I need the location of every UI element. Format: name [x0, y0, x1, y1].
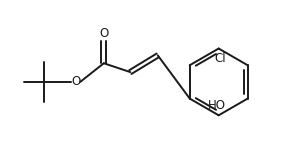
Text: O: O [72, 75, 81, 88]
Text: Cl: Cl [215, 52, 226, 65]
Text: HO: HO [208, 99, 226, 112]
Text: O: O [99, 27, 108, 40]
